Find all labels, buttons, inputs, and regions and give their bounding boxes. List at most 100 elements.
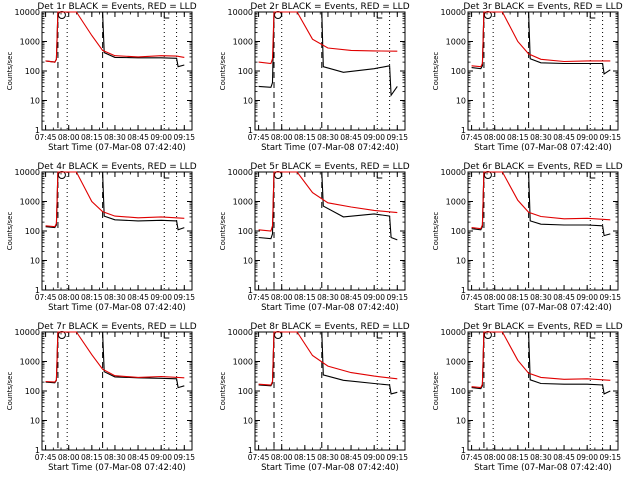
y-tick-label: 10000: [441, 328, 466, 337]
x-tick-label: 08:00: [484, 133, 506, 142]
y-tick-label: 10: [243, 417, 253, 426]
x-tick-label: 08:15: [294, 133, 316, 142]
x-tick-label: 09:15: [173, 133, 195, 142]
x-axis-label: Start Time (07-Mar-08 07:42:40): [474, 303, 612, 313]
x-tick-label: 08:15: [294, 293, 316, 302]
chart-panel: Det 3r BLACK = Events, RED = LLD 1 10 100 10…: [432, 2, 623, 153]
y-axis-label: Counts/sec: [432, 212, 440, 251]
x-tick-label: 08:15: [507, 453, 529, 462]
y-axis-label: Counts/sec: [219, 372, 227, 411]
chart-panel: Det 9r BLACK = Events, RED = LLD 1 10 100 10…: [432, 322, 623, 473]
x-tick-label: 08:45: [127, 453, 149, 462]
x-tick-label: 09:00: [363, 453, 385, 462]
x-axis-label: Start Time (07-Mar-08 07:42:40): [48, 143, 186, 153]
x-tick-label: 09:00: [576, 453, 598, 462]
y-tick-label: 1000: [233, 198, 253, 207]
x-axis-label: Start Time (07-Mar-08 07:42:40): [474, 143, 612, 153]
events-series-line: [45, 11, 185, 68]
x-tick-label: 08:00: [484, 453, 506, 462]
chart-title: Det 8r BLACK = Events, RED = LLD: [250, 322, 409, 332]
y-tick-label: 1000: [20, 358, 40, 367]
y-tick-label: 100: [451, 67, 466, 76]
x-tick-label: 09:00: [363, 293, 385, 302]
x-tick-label: 08:00: [271, 453, 293, 462]
y-tick-label: 100: [238, 227, 253, 236]
x-tick-label: 07:45: [461, 293, 483, 302]
lld-series-line: [258, 331, 398, 386]
lld-series-line: [471, 331, 611, 389]
night-marker-icon: [376, 172, 383, 179]
x-tick-label: 08:45: [340, 453, 362, 462]
x-tick-label: 08:00: [58, 293, 80, 302]
y-tick-label: 1: [248, 126, 253, 135]
y-tick-label: 1: [35, 126, 40, 135]
y-tick-label: 100: [25, 67, 40, 76]
y-tick-label: 10: [243, 97, 253, 106]
y-tick-label: 10000: [15, 8, 40, 17]
chart-title: Det 6r BLACK = Events, RED = LLD: [463, 162, 622, 172]
y-tick-label: 100: [238, 67, 253, 76]
y-tick-label: 10: [30, 417, 40, 426]
x-tick-label: 07:45: [35, 293, 57, 302]
y-tick-label: 100: [25, 387, 40, 396]
y-axis-label: Counts/sec: [6, 52, 14, 91]
x-tick-label: 08:30: [104, 453, 126, 462]
night-marker-icon: [589, 12, 596, 19]
x-tick-label: 09:00: [576, 293, 598, 302]
plot-frame: [467, 11, 619, 131]
y-tick-label: 1: [461, 126, 466, 135]
night-marker-icon: [163, 172, 170, 179]
x-tick-label: 07:45: [461, 133, 483, 142]
chart-title: Det 2r BLACK = Events, RED = LLD: [250, 2, 409, 12]
chart-panel: Det 4r BLACK = Events, RED = LLD 1 10 100 10…: [6, 162, 197, 313]
lld-series-line: [471, 11, 611, 68]
night-marker-icon: [589, 172, 596, 179]
x-tick-label: 09:15: [386, 453, 408, 462]
x-tick-label: 08:15: [81, 293, 103, 302]
x-tick-label: 08:45: [553, 133, 575, 142]
x-tick-label: 07:45: [248, 453, 270, 462]
chart-title: Det 9r BLACK = Events, RED = LLD: [463, 322, 622, 332]
y-tick-label: 1: [248, 286, 253, 295]
lld-series-line: [258, 11, 398, 65]
x-axis-label: Start Time (07-Mar-08 07:42:40): [48, 303, 186, 313]
y-tick-label: 10000: [441, 168, 466, 177]
y-tick-label: 1000: [20, 198, 40, 207]
y-axis-label: Counts/sec: [219, 212, 227, 251]
y-axis-label: Counts/sec: [6, 372, 14, 411]
x-tick-label: 08:00: [484, 293, 506, 302]
x-tick-label: 07:45: [35, 133, 57, 142]
chart-panel: Det 8r BLACK = Events, RED = LLD 1 10 100 10…: [219, 322, 410, 473]
lld-series-line: [45, 11, 185, 63]
events-series-line: [45, 171, 185, 231]
x-tick-label: 08:15: [81, 453, 103, 462]
x-tick-label: 08:30: [104, 133, 126, 142]
x-tick-label: 07:45: [461, 453, 483, 462]
y-axis-label: Counts/sec: [219, 52, 227, 91]
y-tick-label: 1000: [233, 38, 253, 47]
x-tick-label: 09:00: [150, 453, 172, 462]
y-axis-label: Counts/sec: [432, 52, 440, 91]
night-marker-icon: [376, 332, 383, 339]
y-tick-label: 10000: [15, 328, 40, 337]
x-tick-label: 09:00: [363, 133, 385, 142]
x-tick-label: 09:15: [173, 453, 195, 462]
y-tick-label: 10000: [441, 8, 466, 17]
x-tick-label: 08:15: [507, 133, 529, 142]
lld-series-line: [471, 171, 611, 230]
events-series-line: [258, 11, 398, 97]
plot-frame: [254, 331, 406, 451]
plot-frame: [254, 171, 406, 291]
plot-frame: [41, 11, 193, 131]
night-marker-icon: [163, 12, 170, 19]
x-tick-label: 08:00: [58, 133, 80, 142]
events-series-line: [45, 331, 185, 389]
x-tick-label: 09:00: [150, 293, 172, 302]
x-tick-label: 07:45: [35, 453, 57, 462]
y-tick-label: 100: [25, 227, 40, 236]
y-tick-label: 10: [243, 257, 253, 266]
y-tick-label: 10000: [15, 168, 40, 177]
plot-frame: [254, 11, 406, 131]
x-tick-label: 08:45: [127, 133, 149, 142]
